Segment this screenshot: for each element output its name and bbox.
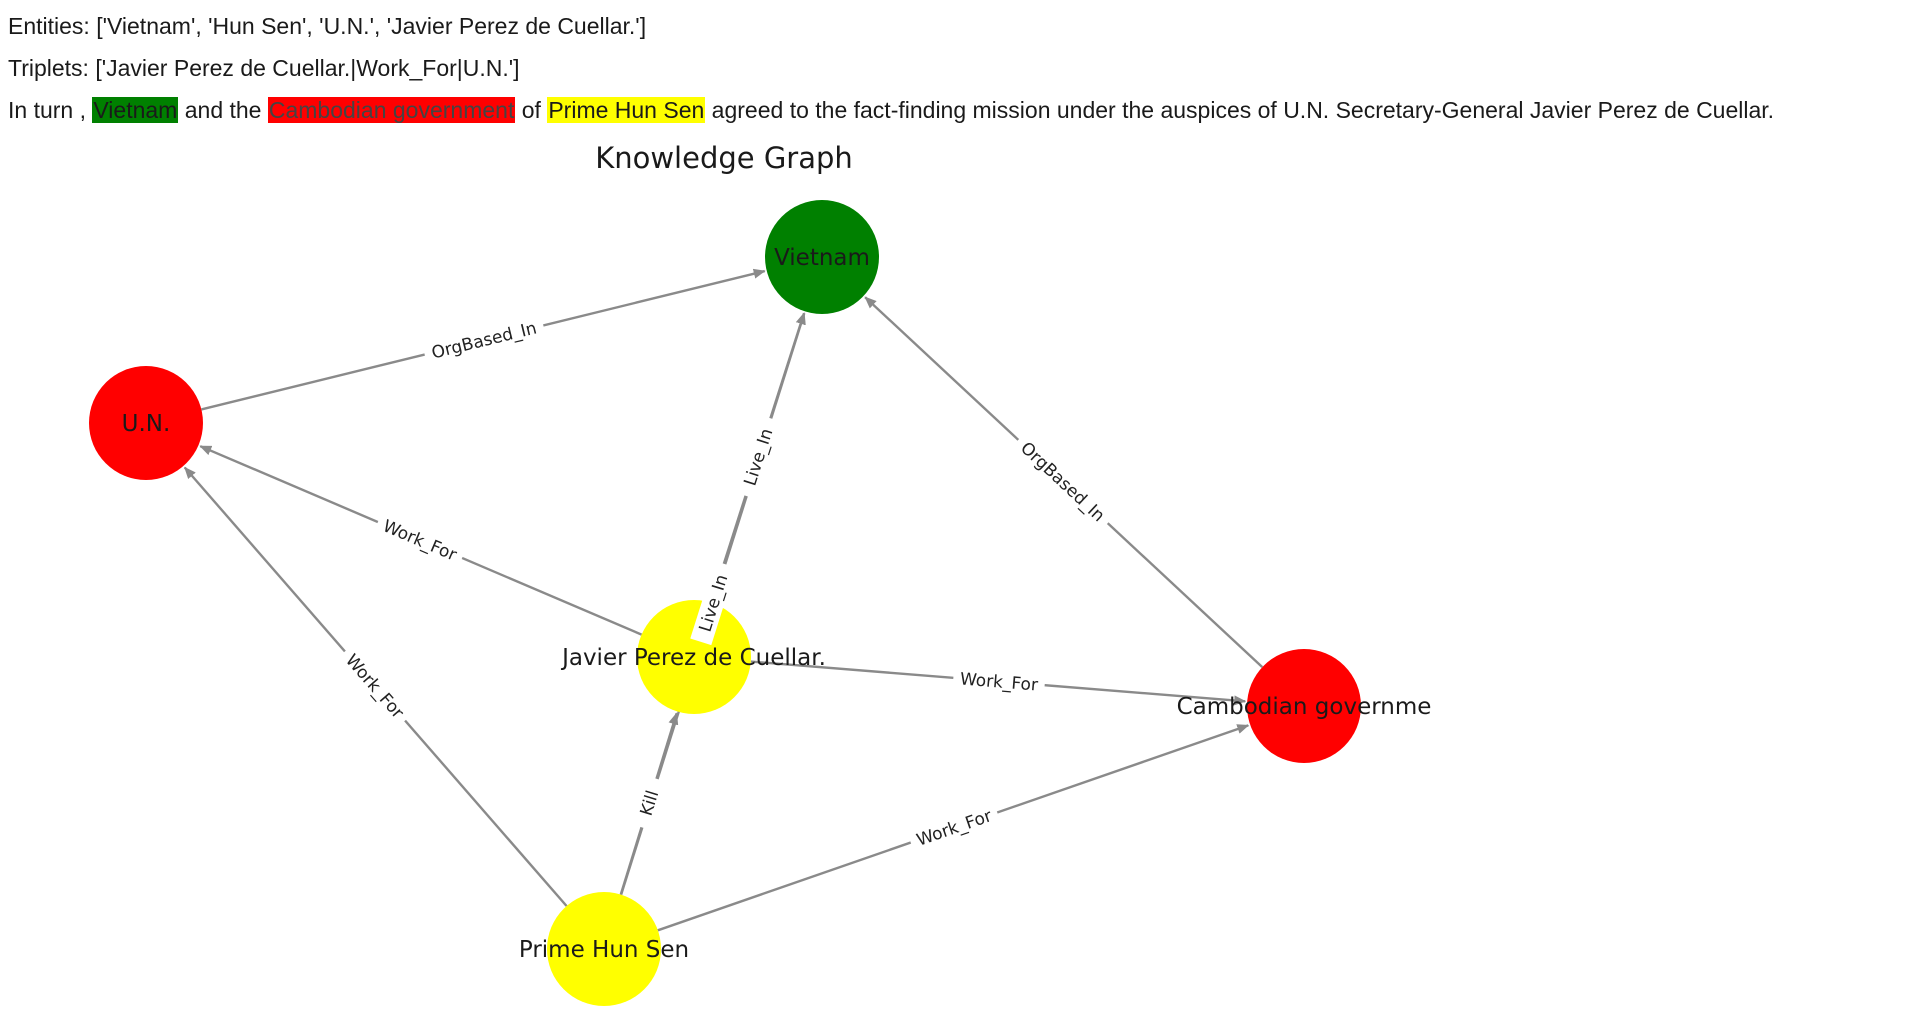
node-label-hunsen: Prime Hun Sen [519,937,689,963]
edge-label-work-for: Work_For [907,802,1001,853]
edge-label-background [952,666,1046,697]
edge-labels-layer: OrgBased_InWork_ForLive_InLive_InOrgBase… [336,314,1116,853]
node-label-javier: Javier Perez de Cuellar. [560,645,826,671]
node-cambodian [1247,649,1361,763]
node-labels-layer: Vietnam U.N. Javier Perez de Cuellar. Cambo… [122,245,1432,963]
highlight-vietnam: Vietnam [92,97,179,123]
node-label-un: U.N. [122,411,171,437]
nodes-layer [89,200,1361,1006]
graph-title: Knowledge Graph [595,141,853,175]
node-hunsen [547,892,661,1006]
node-un [89,366,203,480]
node-label-cambodian: Cambodian governme [1177,694,1432,720]
edge-label-background [373,511,467,569]
edge-label-work-for: Work_For [373,511,467,569]
edge-label-background [907,802,1001,853]
edge-label-background [336,644,414,728]
edge-label-live-in: Live_In [735,414,781,500]
node-javier [637,600,751,714]
edge-label-text: Live_In [740,426,777,488]
highlight-cambodian-government: Cambodian government [267,97,516,123]
node-label-vietnam: Vietnam [774,245,870,271]
sentence-segment: In turn , [8,97,93,123]
edge-label-work-for: Work_For [336,644,414,728]
entities-text: Entities: ['Vietnam', 'Hun Sen', 'U.N.',… [8,13,647,39]
sentence-segment: agreed to the fact-finding mission under… [705,97,1775,123]
edge-label-orgbased-in: OrgBased_In [1010,431,1116,532]
edge-label-background [735,414,781,500]
edge-label-background [631,775,667,831]
edge-label-text: Work_For [914,806,994,851]
edge-label-work-for: Work_For [952,666,1046,697]
edge-label-orgbased-in: OrgBased_In [422,314,546,366]
sentence-text: In turn , Vietnam and the Cambodian gove… [8,95,1774,125]
sentence-segment: and the [178,97,268,123]
highlight-prime-hun-sen: Prime Hun Sen [547,97,706,123]
node-vietnam [765,200,879,314]
edge-label-kill: Kill [631,775,667,831]
edge-label-text: Work_For [380,516,460,565]
edge-label-background [1010,431,1116,532]
edge-label-background [690,560,736,646]
edge-label-background [422,314,546,366]
edge-label-text: OrgBased_In [1016,438,1108,526]
sentence-segment: of [515,97,548,123]
edge-label-text: Work_For [341,651,407,723]
triplets-text: Triplets: ['Javier Perez de Cuellar.|Wor… [8,55,520,81]
edge-label-text: OrgBased_In [430,318,539,363]
